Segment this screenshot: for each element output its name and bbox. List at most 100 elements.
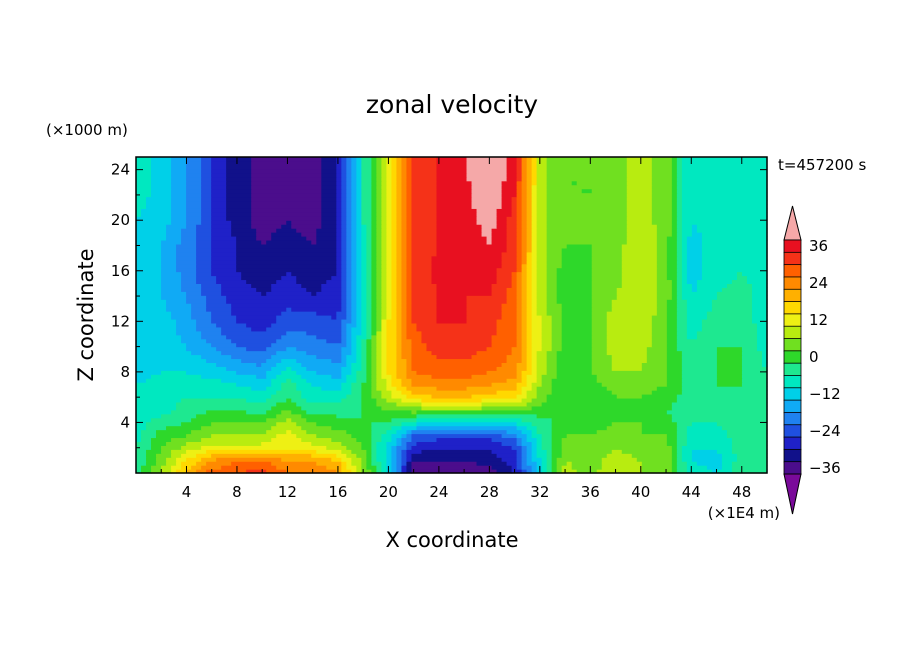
contour-cell <box>181 445 202 450</box>
contour-cell <box>336 267 342 273</box>
contour-cell <box>531 386 538 391</box>
contour-cell <box>681 271 688 277</box>
contour-cell <box>366 350 372 356</box>
contour-cell <box>406 457 413 462</box>
contour-cell <box>371 188 377 194</box>
y-axis-label: Z coordinate <box>74 248 98 381</box>
contour-cell <box>536 196 548 202</box>
contour-cell <box>181 239 197 245</box>
contour-cell <box>311 239 317 245</box>
contour-cell <box>256 228 277 233</box>
contour-cell <box>641 366 668 371</box>
contour-cell <box>406 267 413 273</box>
contour-cell <box>226 176 252 182</box>
contour-cell <box>271 382 282 387</box>
contour-cell <box>341 322 347 328</box>
contour-cell <box>531 275 538 281</box>
contour-cell <box>741 374 768 379</box>
contour-cell <box>411 433 503 439</box>
contour-cell <box>211 255 237 261</box>
contour-cell <box>361 397 377 403</box>
contour-cell <box>286 220 292 225</box>
contour-cell <box>136 382 237 387</box>
contour-cell <box>211 168 227 174</box>
contour-cell <box>526 251 533 257</box>
contour-cell <box>521 287 528 292</box>
contour-cell <box>361 318 367 324</box>
contour-cell <box>681 362 718 367</box>
contour-cell <box>466 295 508 300</box>
contour-cell <box>531 303 538 308</box>
contour-cell <box>171 188 187 194</box>
contour-cell <box>201 184 212 190</box>
contour-cell <box>511 208 518 213</box>
contour-cell <box>181 271 197 277</box>
contour-cell <box>536 390 553 395</box>
contour-cell <box>546 283 558 288</box>
contour-cell <box>431 271 498 277</box>
contour-cell <box>206 307 232 312</box>
contour-cell <box>621 243 658 249</box>
contour-cell <box>376 315 382 320</box>
contour-cell <box>686 263 703 269</box>
contour-cell <box>371 295 377 300</box>
contour-cell <box>536 449 548 454</box>
contour-cell <box>401 465 408 470</box>
contour-cell <box>356 196 362 202</box>
contour-cell <box>436 180 473 186</box>
contour-cell <box>396 176 403 182</box>
contour-cell <box>546 247 563 253</box>
contour-cell <box>326 338 342 344</box>
contour-cell <box>381 192 387 198</box>
contour-cell <box>436 200 473 205</box>
contour-cell <box>591 255 623 261</box>
contour-cell <box>401 287 408 292</box>
contour-cell <box>356 291 362 296</box>
contour-cell <box>351 204 357 209</box>
contour-cell <box>681 283 693 288</box>
contour-cell <box>246 346 267 352</box>
contour-cell <box>236 259 337 265</box>
contour-cell <box>391 394 408 399</box>
contour-cell <box>271 236 307 241</box>
contour-cell <box>536 271 548 277</box>
contour-cell <box>201 330 222 336</box>
contour-cell <box>561 263 593 269</box>
contour-cell <box>196 275 217 281</box>
contour-cell <box>676 255 683 261</box>
contour-cell <box>546 358 558 363</box>
contour-cell <box>521 303 528 308</box>
contour-cell <box>236 263 337 269</box>
contour-cell <box>236 342 272 348</box>
contour-cell <box>386 299 393 304</box>
contour-cell <box>541 461 548 466</box>
contour-cell <box>321 188 337 194</box>
contour-cell <box>671 224 678 229</box>
contour-cell <box>401 291 408 296</box>
contour-cell <box>471 180 503 186</box>
contour-cell <box>711 469 718 474</box>
contour-cell <box>371 216 377 221</box>
contour-cell <box>406 433 413 439</box>
contour-cell <box>556 461 568 466</box>
contour-cell <box>706 465 723 470</box>
contour-cell <box>531 299 538 304</box>
contour-cell <box>551 437 563 442</box>
contour-cell <box>386 176 393 182</box>
contour-cell <box>201 180 212 186</box>
contour-cell <box>536 429 553 435</box>
contour-cell <box>396 315 403 320</box>
contour-cell <box>396 342 403 348</box>
contour-cell <box>271 461 317 466</box>
contour-cell <box>686 311 708 316</box>
contour-cell <box>761 358 768 363</box>
contour-cell <box>396 358 408 363</box>
contour-cell <box>386 318 398 324</box>
contour-cell <box>251 180 322 186</box>
contour-cell <box>406 160 413 166</box>
contour-cell <box>201 176 212 182</box>
contour-cell <box>371 390 382 395</box>
contour-cell <box>536 239 548 245</box>
contour-cell <box>676 200 683 205</box>
contour-cell <box>526 299 533 304</box>
